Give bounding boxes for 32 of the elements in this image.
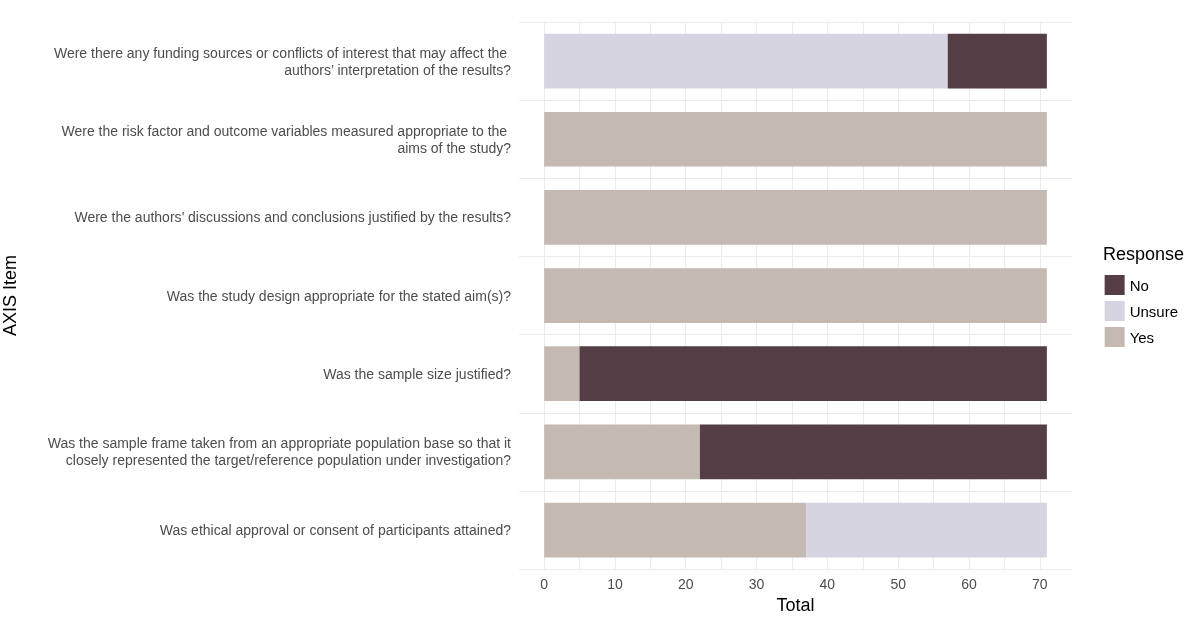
x-axis-title: Total xyxy=(776,595,815,615)
legend-title: Response xyxy=(1102,244,1185,264)
x-tick-label: 20 xyxy=(677,576,694,593)
y-tick-label: Were the authors’ discussions and conclusions justified by the results? xyxy=(74,209,512,226)
x-tick-label: 30 xyxy=(748,576,765,593)
y-tick-label: Were the risk factor and outcome variables measured appropriate to the aims of the study? xyxy=(61,122,512,156)
legend-label: Yes xyxy=(1129,328,1155,346)
bar xyxy=(579,346,1047,402)
x-tick-label: 40 xyxy=(819,576,836,593)
y-tick-label: Were there any funding sources or conflicts of interest that may affect the authors’ interpretation of the results? xyxy=(53,44,512,78)
bar xyxy=(544,33,948,89)
y-tick-label: Was the sample size justified? xyxy=(323,365,512,382)
y-tick-label: Was the study design appropriate for the stated aim(s)? xyxy=(166,287,512,304)
bar xyxy=(544,502,807,558)
bar xyxy=(544,424,700,480)
bar xyxy=(544,268,1047,323)
y-axis-title: AXIS Item xyxy=(0,255,20,337)
x-tick-label: 0 xyxy=(540,576,549,593)
x-tick-label: 70 xyxy=(1031,576,1048,593)
bar xyxy=(699,424,1047,480)
legend-label: Unsure xyxy=(1129,302,1178,320)
legend-label: No xyxy=(1129,276,1149,294)
x-tick-label: 60 xyxy=(961,576,977,593)
y-tick-label: Was ethical approval or consent of participants attained? xyxy=(159,522,512,539)
x-tick-label: 10 xyxy=(607,576,623,593)
bar xyxy=(544,111,1047,167)
y-tick-label: Was the sample frame taken from an appropriate population base so that it closely represented the target/reference population under investigation? xyxy=(47,435,512,469)
bar xyxy=(544,190,1047,245)
bar xyxy=(947,33,1047,89)
x-tick-label: 50 xyxy=(890,576,907,593)
bar xyxy=(544,346,580,402)
bar xyxy=(806,502,1047,558)
